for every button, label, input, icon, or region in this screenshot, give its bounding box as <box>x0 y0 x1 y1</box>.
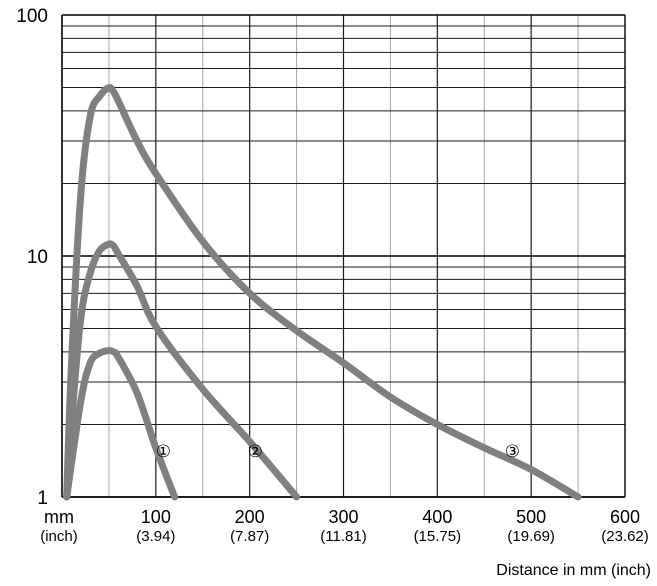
curve-label-3: ③ <box>505 442 520 461</box>
x-tick-label-inch: (15.75) <box>414 528 462 545</box>
curve-layer <box>63 83 582 501</box>
x-tick-label-mm: 600 <box>610 507 640 527</box>
x-unit-label: mm <box>44 507 74 527</box>
y-tick-label: 1 <box>37 488 48 509</box>
x-tick-label-mm: 200 <box>235 507 265 527</box>
x-tick-label-inch: (7.87) <box>230 528 269 545</box>
curve-series-1 <box>63 347 179 501</box>
y-tick-label: 10 <box>27 247 48 268</box>
x-tick-label-mm: 300 <box>328 507 358 527</box>
x-tick-label-inch: (11.81) <box>320 528 366 545</box>
x-tick-label-inch: (19.69) <box>507 528 555 545</box>
x-axis-title: Distance in mm (inch) <box>496 562 651 579</box>
curve-label-1: ① <box>156 442 171 461</box>
x-tick-label-mm: 500 <box>516 507 546 527</box>
label-layer: ① ② ③110100mm(inch)100(3.94)200(7.87)300(1… <box>16 6 651 579</box>
curve-series-3 <box>63 83 582 501</box>
y-tick-label: 100 <box>16 6 48 27</box>
curve-label-2: ② <box>248 442 263 461</box>
grid-layer <box>61 14 626 498</box>
curve-series-2 <box>63 240 301 501</box>
x-tick-label-mm: 100 <box>141 507 171 527</box>
x-tick-label-mm: 400 <box>422 507 452 527</box>
x-tick-label-inch: (23.62) <box>601 528 649 545</box>
x-unit-sublabel: (inch) <box>40 528 78 545</box>
x-tick-label-inch: (3.94) <box>136 528 175 545</box>
